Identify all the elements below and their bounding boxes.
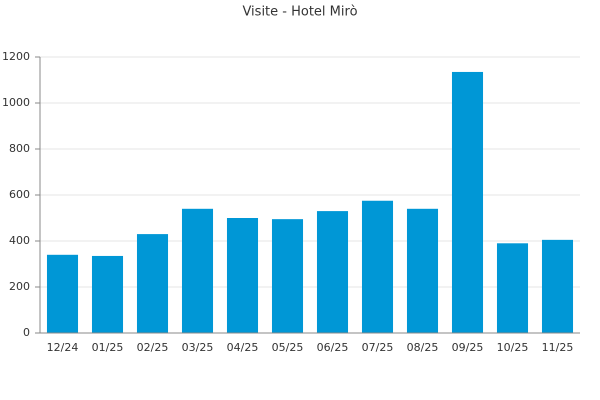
bar xyxy=(541,239,574,333)
x-tick-label: 12/24 xyxy=(47,341,79,354)
bar xyxy=(181,208,214,333)
chart-title: Visite - Hotel Mirò xyxy=(242,5,357,20)
x-tick-label: 11/25 xyxy=(542,341,574,354)
bar xyxy=(136,234,169,333)
bar xyxy=(496,243,529,333)
x-tick-label: 05/25 xyxy=(272,341,304,354)
y-tick-label: 600 xyxy=(9,188,30,201)
x-tick-label: 09/25 xyxy=(452,341,484,354)
x-tick-label: 03/25 xyxy=(182,341,214,354)
x-tick-label: 10/25 xyxy=(497,341,529,354)
bar xyxy=(91,255,124,333)
bar xyxy=(451,71,484,333)
y-tick-label: 800 xyxy=(9,142,30,155)
x-tick-label: 04/25 xyxy=(227,341,259,354)
y-tick-label: 400 xyxy=(9,234,30,247)
x-tick-label: 01/25 xyxy=(92,341,124,354)
x-tick-label: 02/25 xyxy=(137,341,169,354)
bar xyxy=(46,254,79,333)
y-tick-label: 1000 xyxy=(2,96,30,109)
x-tick-label: 06/25 xyxy=(317,341,349,354)
y-tick-label: 0 xyxy=(23,326,30,339)
bar xyxy=(361,200,394,333)
y-tick-label: 200 xyxy=(9,280,30,293)
bar xyxy=(271,219,304,333)
x-tick-label: 07/25 xyxy=(362,341,394,354)
bar xyxy=(226,218,259,333)
x-tick-label: 08/25 xyxy=(407,341,439,354)
bar xyxy=(316,211,349,333)
y-tick-label: 1200 xyxy=(2,50,30,63)
bar xyxy=(406,208,439,333)
